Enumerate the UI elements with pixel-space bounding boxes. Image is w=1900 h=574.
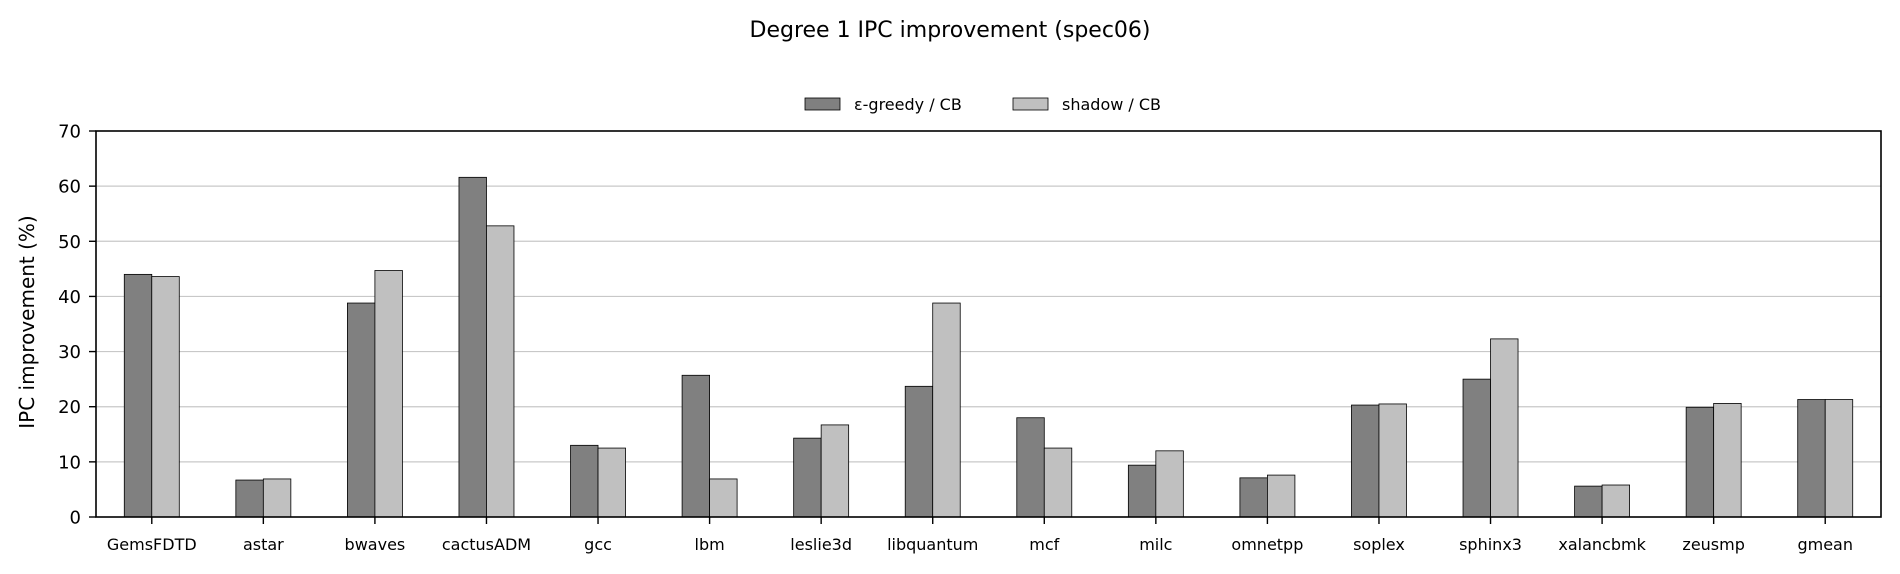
bar [1601,484,1630,518]
chart-title: Degree 1 IPC improvement (spec06) [750,18,1151,43]
y-tick-label: 40 [58,287,81,308]
bar [1797,399,1826,518]
bar [123,273,153,518]
x-tick-label: sphinx3 [1459,535,1522,554]
y-tick-label: 10 [58,452,81,473]
bar [932,302,961,518]
bar [486,225,515,518]
x-tick-label: milc [1139,535,1172,554]
x-tick-label: bwaves [345,535,406,554]
bar [458,176,487,518]
bar [1574,485,1603,518]
bar [151,276,180,518]
bar [1043,447,1073,518]
bar [681,374,710,518]
legend-label: ε-greedy / CB [854,95,962,114]
x-tick-label: zeusmp [1682,535,1744,554]
bar [570,444,599,518]
bar [904,385,934,518]
plot-frame [95,130,1882,518]
y-tick-label: 30 [58,342,81,363]
bar [1378,403,1407,518]
y-axis: 0 10 20 30 40 50 60 70 [58,122,96,529]
bar [374,270,403,518]
bar [1016,417,1045,518]
bar [1351,404,1380,518]
y-tick-label: 50 [58,232,81,253]
x-axis: GemsFDTD astar bwaves cactusADM gcc lbm leslie… [107,517,1853,554]
y-tick-label: 60 [58,177,81,198]
x-tick-label: GemsFDTD [107,535,197,554]
bar [1685,406,1715,518]
y-tick-label: 70 [58,122,81,143]
bar [1127,464,1157,518]
bar [1267,474,1296,518]
x-tick-label: libquantum [887,535,978,554]
bar [1239,477,1268,518]
bars [123,176,1854,518]
bar [709,478,738,518]
x-tick-label: omnetpp [1231,535,1303,554]
bar [347,302,376,518]
x-tick-label: lbm [695,535,725,554]
bar [1462,378,1491,518]
bar [597,447,626,518]
y-tick-label: 20 [58,397,81,418]
y-tick-label: 0 [70,508,81,529]
legend-label: shadow / CB [1062,95,1161,114]
bar [1713,403,1742,518]
bar [820,424,850,518]
legend-swatch [804,97,841,111]
bar [1490,338,1519,518]
bar [235,479,264,518]
x-tick-label: astar [243,535,284,554]
x-tick-label: mcf [1029,535,1059,554]
legend: ε-greedy / CB shadow / CB [804,95,1161,114]
x-tick-label: xalancbmk [1558,535,1646,554]
bar [1824,399,1854,518]
y-axis-label: IPC improvement (%) [15,215,39,428]
bar [262,478,292,518]
bar [793,437,822,518]
x-tick-label: leslie3d [790,535,852,554]
x-tick-label: gcc [584,535,612,554]
x-tick-label: soplex [1353,535,1405,554]
x-tick-label: gmean [1797,535,1853,554]
bar [1155,450,1184,518]
x-tick-label: cactusADM [442,535,531,554]
legend-swatch [1012,97,1049,111]
